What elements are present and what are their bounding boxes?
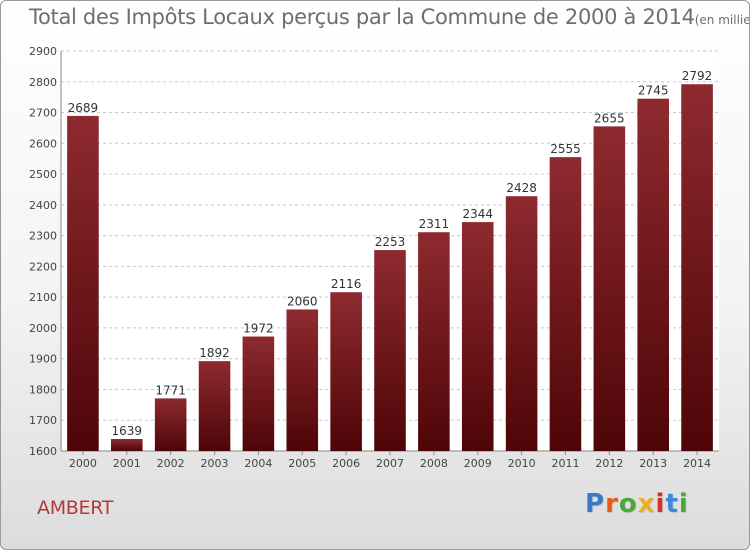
y-tick-label: 2100	[29, 291, 57, 304]
bar	[681, 84, 713, 451]
chart-title-text: Total des Impôts Locaux perçus par la Co…	[29, 5, 695, 29]
bar	[549, 157, 582, 451]
y-tick-label: 2600	[29, 137, 57, 150]
logo-letter-4: x	[637, 489, 656, 519]
x-tick-label: 2001	[113, 457, 141, 470]
bar	[505, 196, 538, 451]
logo-letter-7: i	[678, 489, 689, 519]
y-tick-label: 1600	[29, 445, 57, 458]
logo-letter-6: t	[665, 489, 679, 519]
bar-value-label: 2311	[419, 217, 450, 231]
y-tick-label: 2800	[29, 76, 57, 89]
x-tick-label: 2007	[376, 457, 404, 470]
bar	[111, 439, 143, 451]
bar-value-label: 2655	[594, 111, 625, 125]
bar-value-label: 2253	[375, 235, 406, 249]
bar-value-label: 2689	[68, 101, 99, 115]
x-tick-label: 2006	[332, 457, 360, 470]
logo-letter-1: P	[585, 489, 606, 519]
bar	[461, 222, 494, 451]
bar-value-label: 1892	[199, 346, 230, 360]
y-tick-label: 2400	[29, 199, 57, 212]
x-tick-label: 2011	[551, 457, 579, 470]
x-tick-label: 2013	[639, 457, 667, 470]
bar	[198, 361, 231, 451]
bar	[637, 98, 669, 451]
x-tick-label: 2005	[288, 457, 316, 470]
bar	[286, 309, 319, 451]
bar	[593, 126, 626, 451]
x-tick-label: 2003	[201, 457, 229, 470]
x-tick-label: 2014	[683, 457, 711, 470]
y-tick-label: 2200	[29, 260, 57, 273]
y-tick-label: 2500	[29, 168, 57, 181]
bar-value-label: 2428	[506, 181, 537, 195]
bar	[154, 398, 187, 451]
x-tick-label: 2004	[244, 457, 272, 470]
bar-value-label: 1771	[155, 383, 186, 397]
logo-letter-2: r	[605, 489, 619, 519]
bar	[418, 232, 450, 451]
y-tick-label: 2700	[29, 107, 57, 120]
y-tick-label: 2900	[29, 45, 57, 58]
commune-name: AMBERT	[37, 497, 114, 519]
y-tick-label: 1900	[29, 353, 57, 366]
y-tick-label: 1700	[29, 414, 57, 427]
bar-value-label: 1972	[243, 322, 274, 336]
logo-letter-3: o	[618, 489, 638, 519]
logo-letter-5: i	[655, 489, 666, 519]
bar-value-label: 2344	[462, 207, 493, 221]
x-tick-label: 2002	[157, 457, 185, 470]
bar	[374, 250, 406, 451]
bar	[242, 336, 275, 451]
bar-value-label: 2555	[550, 142, 581, 156]
x-tick-label: 2000	[69, 457, 97, 470]
proxiti-logo: Proxiti	[585, 489, 689, 519]
bar-value-label: 2792	[682, 69, 713, 83]
x-tick-label: 2009	[464, 457, 492, 470]
bar-value-label: 2745	[638, 84, 669, 98]
bar-value-label: 2060	[287, 294, 318, 308]
bar-value-label: 1639	[112, 424, 143, 438]
chart-unit-note: (en milliers d'€)	[694, 13, 750, 27]
x-tick-label: 2010	[508, 457, 536, 470]
bar	[330, 292, 362, 451]
x-tick-label: 2008	[420, 457, 448, 470]
y-tick-label: 2300	[29, 230, 57, 243]
bar-value-label: 2116	[331, 277, 362, 291]
chart-title: Total des Impôts Locaux perçus par la Co…	[29, 5, 750, 29]
bar	[67, 115, 99, 451]
y-tick-label: 1800	[29, 383, 57, 396]
x-tick-label: 2012	[595, 457, 623, 470]
y-tick-label: 2000	[29, 322, 57, 335]
